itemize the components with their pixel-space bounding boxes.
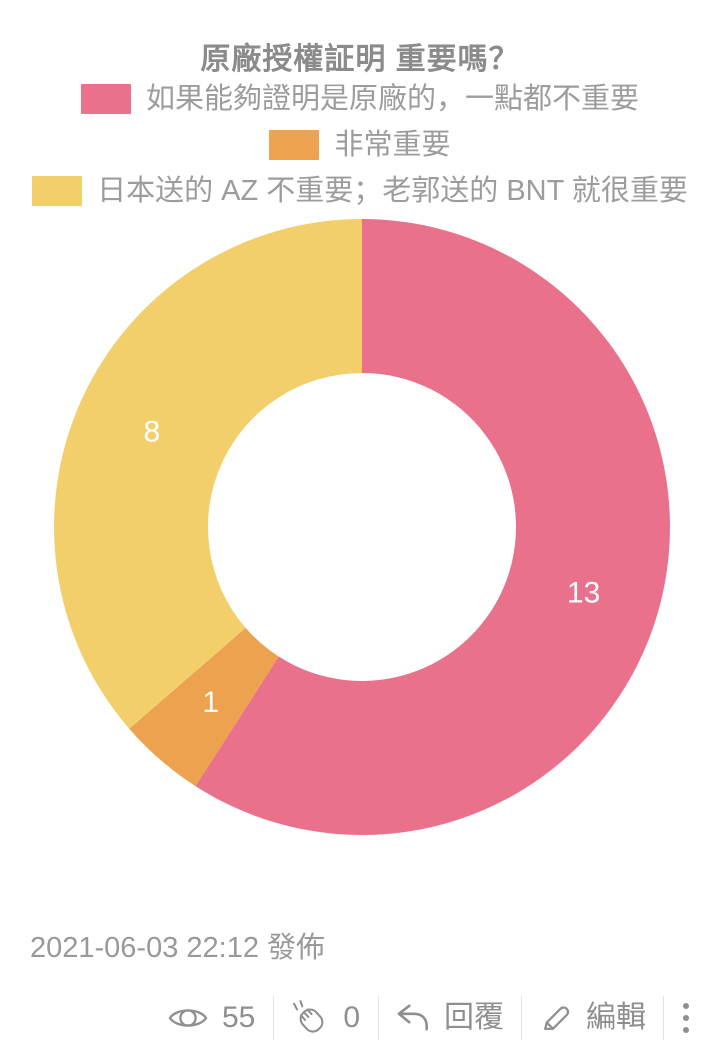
- edit-button[interactable]: 編輯: [540, 1002, 646, 1034]
- legend-label: 非常重要: [334, 129, 451, 161]
- kebab-menu-icon: [682, 1003, 689, 1033]
- legend-item[interactable]: 如果能夠證明是原廠的，一點都不重要: [0, 84, 720, 114]
- donut-chart: 13 1 8: [53, 219, 670, 835]
- pencil-icon: [544, 1006, 570, 1030]
- legend-swatch-icon: [80, 84, 131, 114]
- edit-label: 編輯: [585, 1001, 646, 1034]
- reply-label: 回覆: [444, 1001, 504, 1034]
- slice-value-label: 1: [202, 686, 219, 719]
- donut-segment[interactable]: [53, 219, 362, 729]
- legend-item[interactable]: 日本送的 AZ 不重要；老郭送的 BNT 就很重要: [0, 176, 720, 206]
- donut-segment[interactable]: [195, 219, 670, 835]
- slice-value-label: 13: [567, 577, 600, 610]
- legend-item[interactable]: 非常重要: [0, 130, 720, 160]
- toolbar-divider: [272, 996, 274, 1040]
- view-count: 55: [168, 1002, 255, 1034]
- legend-swatch-icon: [32, 176, 83, 206]
- toolbar-divider: [377, 996, 379, 1040]
- reply-arrow-icon: [397, 1004, 428, 1031]
- clap-button[interactable]: 0: [291, 998, 360, 1038]
- slice-value-label: 8: [144, 416, 161, 449]
- reply-button[interactable]: 回覆: [396, 1002, 504, 1034]
- legend-swatch-icon: [269, 130, 320, 160]
- view-count-value: 55: [222, 1001, 256, 1034]
- toolbar-divider: [521, 996, 523, 1040]
- legend-label: 日本送的 AZ 不重要；老郭送的 BNT 就很重要: [97, 175, 688, 207]
- clap-icon: [293, 1000, 324, 1033]
- clap-count-value: 0: [343, 1001, 361, 1034]
- eye-icon: [168, 1009, 208, 1027]
- chart-legend: 如果能夠證明是原廠的，一點都不重要 非常重要日本送的 AZ 不重要；老郭送的 BN…: [0, 84, 720, 222]
- legend-label: 如果能夠證明是原廠的，一點都不重要: [145, 83, 639, 115]
- donut-segment[interactable]: [129, 627, 279, 787]
- more-menu-button[interactable]: [682, 1001, 690, 1035]
- action-bar: 55 0 回覆: [0, 992, 720, 1044]
- toolbar-divider: [663, 996, 665, 1040]
- poll-title: 原廠授權証明 重要嗎？: [200, 43, 520, 77]
- publish-time: 2021-06-03 22:12 發佈: [30, 932, 326, 964]
